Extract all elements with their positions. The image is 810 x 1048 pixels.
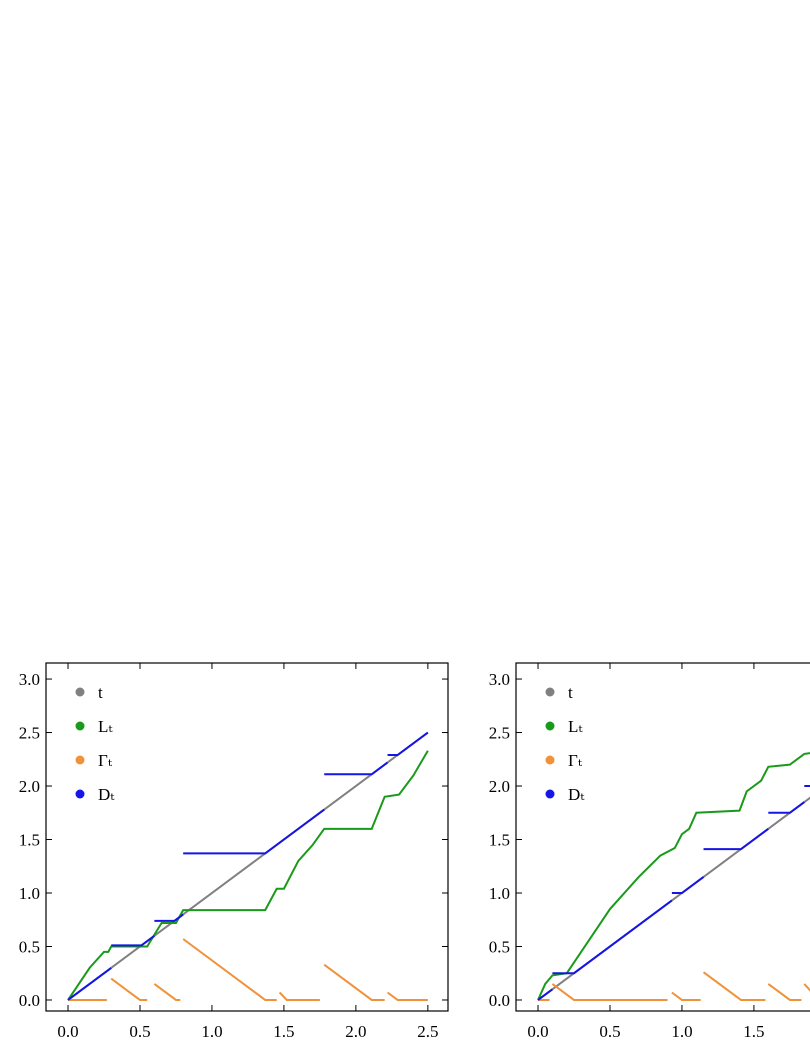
plot-frame	[515, 662, 810, 1012]
y-tick-label: 0.5	[19, 937, 40, 956]
plot-frame	[45, 662, 449, 1012]
legend-label: Γₜ	[568, 751, 583, 770]
series-line	[537, 752, 810, 1001]
legend-marker	[75, 687, 85, 697]
legend-marker	[545, 721, 555, 731]
panel: 0.0 0.5 1.0 1.5 2.0 2.5 0.0 0.5 1.0 1.5 2.0 2.5 3.0 t…	[19, 662, 449, 1041]
y-tick-label: 2.5	[489, 724, 510, 743]
series-line	[537, 785, 810, 1001]
y-tick-label: 2.5	[19, 724, 40, 743]
y-tick-label: 0.0	[19, 991, 40, 1010]
y-tick-label: 2.0	[19, 777, 40, 796]
legend-marker	[75, 721, 85, 731]
legend-label: Γₜ	[98, 751, 113, 770]
y-tick-label: 1.5	[19, 831, 40, 850]
legend-marker	[545, 687, 555, 697]
x-tick-label: 0.5	[129, 1022, 150, 1041]
series-line	[537, 796, 810, 1001]
y-tick-label: 1.0	[19, 884, 40, 903]
legend-label: Lₜ	[568, 717, 583, 736]
series-line	[67, 750, 429, 1001]
x-tick-label: 2.0	[345, 1022, 366, 1041]
x-tick-label: 2.5	[417, 1022, 438, 1041]
series-line	[68, 938, 428, 1001]
series-line	[538, 971, 810, 1001]
y-tick-label: 0.5	[489, 937, 510, 956]
x-tick-label: 1.0	[201, 1022, 222, 1041]
y-tick-label: 3.0	[19, 670, 40, 689]
y-tick-label: 3.0	[489, 670, 510, 689]
x-tick-label: 1.5	[273, 1022, 294, 1041]
x-tick-label: 0.0	[57, 1022, 78, 1041]
y-tick-label: 1.5	[489, 831, 510, 850]
legend-label: Dₜ	[98, 785, 115, 804]
panel: 0.00.51.01.52.02.50.00.51.01.52.02.53.0t…	[489, 662, 810, 1041]
x-tick-label: 0.0	[527, 1022, 548, 1041]
y-tick-label: 1.0	[489, 884, 510, 903]
legend-marker	[545, 789, 555, 799]
legend-label: Dₜ	[568, 785, 585, 804]
x-tick-label: 0.5	[599, 1022, 620, 1041]
series-line	[67, 731, 429, 1001]
legend-label: Lₜ	[98, 717, 113, 736]
legend-label: t	[568, 683, 573, 702]
legend-label: t	[98, 683, 103, 702]
x-tick-label: 1.0	[671, 1022, 692, 1041]
x-tick-label: 1.5	[743, 1022, 764, 1041]
legend-marker	[545, 755, 555, 765]
y-tick-label: 2.0	[489, 777, 510, 796]
legend-marker	[75, 789, 85, 799]
legend-marker	[75, 755, 85, 765]
y-tick-label: 0.0	[489, 991, 510, 1010]
series-line	[67, 731, 429, 1001]
